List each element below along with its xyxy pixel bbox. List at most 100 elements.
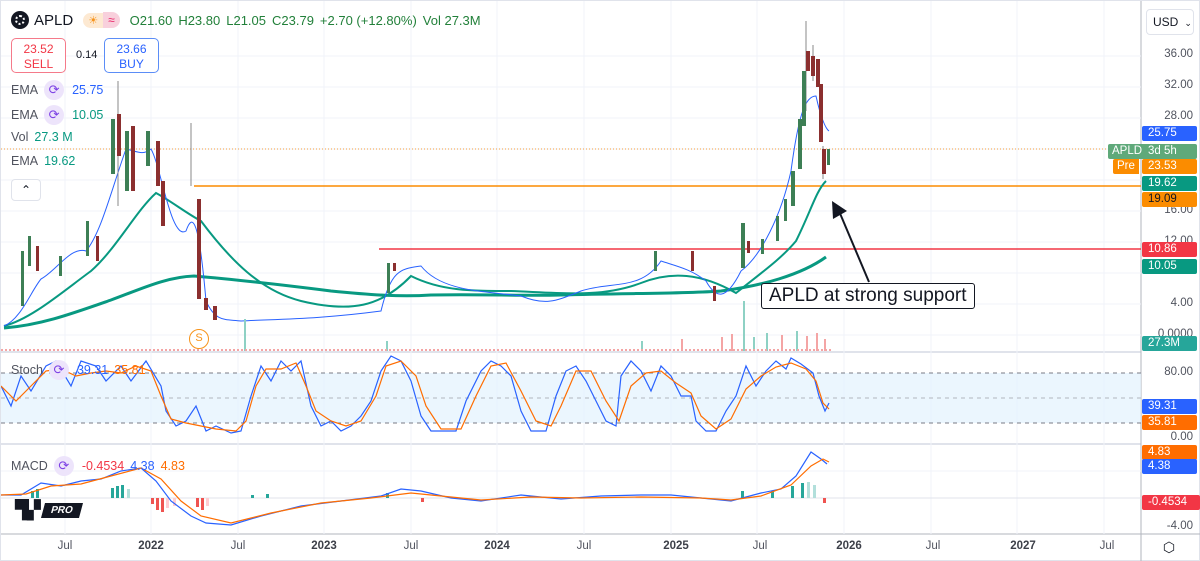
macd-hist-value: -0.4534 — [81, 459, 125, 473]
vol-value: 27.3 M — [34, 130, 73, 144]
volume-bars — [1, 301, 831, 351]
legend-stoch[interactable]: Stoch ⟳ 39.31 35.81 — [11, 360, 146, 380]
time-tick: Jul — [230, 540, 246, 552]
chevron-up-icon: ⌃ — [20, 183, 32, 197]
macd-signal-line — [1, 458, 830, 524]
macd-tag: 4.38 — [1142, 459, 1197, 474]
buy-button[interactable]: 23.66 BUY — [104, 38, 159, 73]
countdown-tag: 3d 5h — [1142, 144, 1197, 159]
vol-label: Vol — [11, 130, 29, 144]
resistance-price-tag: 10.86 — [1142, 242, 1197, 257]
ema-label: EMA — [11, 83, 39, 97]
currency-label: USD — [1153, 15, 1179, 29]
time-tick: 2027 — [1010, 540, 1036, 552]
change-value: +2.70 (+12.80%) — [319, 12, 417, 28]
buy-label: BUY — [119, 57, 144, 71]
annotation-arrowhead-icon — [832, 201, 847, 219]
ema-fast-price-tag: 25.75 — [1142, 126, 1197, 141]
symbol-name[interactable]: APLD — [34, 11, 74, 29]
spread-value: 0.14 — [76, 49, 98, 61]
legend-ema-2[interactable]: EMA ⟳ 10.05 — [11, 105, 103, 125]
time-tick: Jul — [925, 540, 941, 552]
pre-price-tag: 23.53 — [1142, 159, 1197, 174]
ema-slow-line — [3, 255, 827, 330]
stoch-d-tag: 35.81 — [1142, 415, 1197, 430]
macd-histogram — [31, 482, 826, 512]
stoch-tick: 0.00 — [1170, 431, 1193, 443]
refresh-icon[interactable]: ⟳ — [44, 80, 65, 100]
price-tick: 36.00 — [1164, 48, 1193, 60]
symbol-header: APLD ☀ ≈ O21.60 H23.80 L21.05 C23.79 +2.… — [11, 11, 487, 29]
volume-price-tag: 27.3M — [1142, 336, 1197, 351]
price-tick: 28.00 — [1164, 110, 1193, 122]
tradingview-logo[interactable]: ▜▞ PRO — [15, 500, 83, 521]
time-tick: Jul — [57, 540, 73, 552]
close-value: C23.79 — [272, 12, 314, 28]
refresh-icon[interactable]: ⟳ — [44, 105, 65, 125]
macd-label: MACD — [11, 459, 48, 473]
pre-label: Pre — [1113, 159, 1139, 174]
sun-icon[interactable]: ☀ — [83, 12, 104, 28]
sell-label: SELL — [23, 57, 54, 71]
ema-slow-price-tag: 10.05 — [1142, 259, 1197, 274]
symbol-price-tag: APLD — [1108, 144, 1147, 159]
stoch-d-value: 35.81 — [114, 363, 146, 377]
legend-ema-1[interactable]: EMA ⟳ 25.75 — [11, 80, 103, 100]
axis-settings-button[interactable]: ⬡ — [1159, 537, 1179, 557]
price-tick: 32.00 — [1164, 79, 1193, 91]
currency-button[interactable]: USD ⌄ — [1146, 9, 1194, 35]
refresh-icon[interactable]: ⟳ — [53, 456, 74, 476]
price-tick: 4.00 — [1170, 297, 1193, 309]
candlesticks — [21, 21, 830, 320]
split-marker[interactable]: S — [189, 329, 209, 349]
time-tick: Jul — [752, 540, 768, 552]
ema-mid-price-tag: 19.62 — [1142, 176, 1197, 191]
high-value: H23.80 — [178, 12, 221, 28]
stoch-tick: 80.00 — [1164, 366, 1193, 378]
time-tick: Jul — [403, 540, 419, 552]
buy-price: 23.66 — [116, 42, 147, 56]
ema-mid-line — [3, 180, 827, 327]
tv-mark-icon: ▜▞ — [15, 500, 41, 520]
ema-label: EMA — [11, 154, 39, 168]
support-price-tag: 19.09 — [1142, 192, 1197, 207]
macd-signal-tag: 4.83 — [1142, 445, 1197, 460]
open-value: O21.60 — [129, 12, 173, 28]
annotation-callout[interactable]: APLD at strong support — [761, 283, 975, 309]
stoch-d-line — [1, 360, 830, 432]
ema-value: 25.75 — [72, 83, 104, 97]
time-tick: 2026 — [836, 540, 862, 552]
sell-button[interactable]: 23.52 SELL — [11, 38, 66, 73]
chevron-down-icon: ⌄ — [1184, 18, 1192, 28]
collapse-legend-button[interactable]: ⌃ — [11, 179, 41, 201]
macd-value: 4.38 — [130, 459, 155, 473]
time-tick: Jul — [1099, 540, 1115, 552]
vertical-gridlines — [64, 1, 1105, 534]
legend-ema-3[interactable]: EMA 19.62 — [11, 154, 75, 168]
macd-hist-tag: -0.4534 — [1142, 495, 1200, 510]
stoch-k-tag: 39.31 — [1142, 399, 1197, 414]
time-tick: 2024 — [484, 540, 510, 552]
time-tick: 2025 — [663, 540, 689, 552]
refresh-icon[interactable]: ⟳ — [48, 360, 69, 380]
symbol-logo-icon — [11, 11, 29, 29]
price-tick: 16.00 — [1164, 204, 1193, 216]
approx-icon[interactable]: ≈ — [103, 12, 120, 28]
legend-volume[interactable]: Vol 27.3 M — [11, 130, 73, 144]
time-tick: Jul — [576, 540, 592, 552]
time-tick: 2022 — [138, 540, 164, 552]
volume-value: Vol 27.3M — [422, 12, 481, 28]
stoch-k-line — [1, 355, 830, 434]
horizontal-gridlines — [1, 55, 1141, 499]
pro-badge: PRO — [40, 503, 83, 518]
low-value: L21.05 — [226, 12, 266, 28]
macd-signal-value: 4.83 — [160, 459, 185, 473]
ema-label: EMA — [11, 108, 39, 122]
time-tick: 2023 — [311, 540, 337, 552]
macd-line — [1, 451, 828, 526]
stoch-k-value: 39.31 — [76, 363, 109, 377]
gear-icon: ⬡ — [1162, 539, 1176, 555]
legend-macd[interactable]: MACD ⟳ -0.4534 4.38 4.83 — [11, 456, 185, 476]
